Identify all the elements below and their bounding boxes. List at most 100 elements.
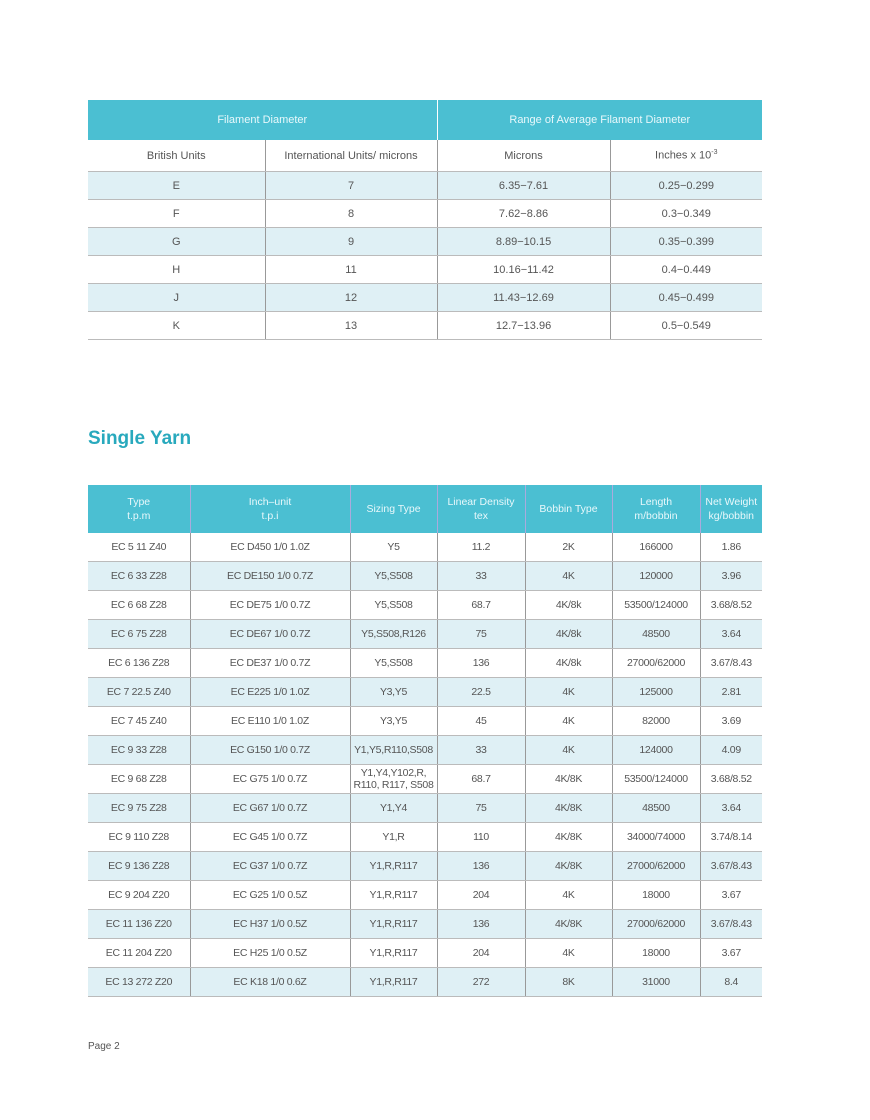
type-cell: EC 6 33 Z28 (88, 561, 191, 591)
table-row: EC 6 33 Z28 EC DE150 1/0 0.7Z Y5,S508 33 4K 1… (88, 561, 762, 591)
net-weight-cell: 3.74/8.14 (700, 822, 762, 852)
type-cell: EC 11 136 Z20 (88, 909, 191, 939)
header-british-units: British Units (88, 140, 266, 172)
net-weight-cell: 3.67 (700, 938, 762, 968)
bobbin-type-cell: 4K (525, 880, 613, 910)
table-row: EC 6 136 Z28 EC DE37 1/0 0.7Z Y5,S508 136 4K… (88, 648, 762, 678)
table-row: EC 6 68 Z28 EC DE75 1/0 0.7Z Y5,S508 68.7 4K… (88, 590, 762, 620)
microns-range-cell: 6.35−7.61 (437, 171, 611, 200)
linear-density-cell: 204 (437, 880, 526, 910)
header-linear-density: Linear Density tex (437, 485, 526, 533)
international-unit-cell: 13 (265, 311, 438, 340)
length-cell: 48500 (612, 619, 701, 649)
microns-range-cell: 8.89−10.15 (437, 227, 611, 256)
bobbin-type-cell: 2K (525, 533, 613, 562)
section-title: Single Yarn (88, 428, 192, 449)
linear-density-cell: 22.5 (437, 677, 526, 707)
length-cell: 27000/62000 (612, 851, 701, 881)
inch-unit-cell: EC DE37 1/0 0.7Z (190, 648, 351, 678)
header-length: Length m/bobbin (612, 485, 701, 533)
table-row: EC 11 136 Z20 EC H37 1/0 0.5Z Y1,R,R117 136… (88, 909, 762, 939)
length-cell: 166000 (612, 533, 701, 562)
inches-range-cell: 0.3−0.349 (610, 199, 763, 228)
inches-range-cell: 0.5−0.549 (610, 311, 763, 340)
bobbin-type-cell: 4K/8K (525, 793, 613, 823)
table-row: EC 6 75 Z28 EC DE67 1/0 0.7Z Y5,S508,R126 7… (88, 619, 762, 649)
net-weight-cell: 3.67 (700, 880, 762, 910)
header-bobbin-type: Bobbin Type (525, 485, 613, 533)
header-line: tex (473, 510, 488, 522)
linear-density-cell: 68.7 (437, 590, 526, 620)
sub-header-row: British Units International Units/ micro… (88, 140, 763, 172)
net-weight-cell: 3.68/8.52 (700, 764, 762, 794)
sizing-type-cell: Y1,Y5,R110,S508 (350, 735, 438, 765)
inch-unit-cell: EC H25 1/0 0.5Z (190, 938, 351, 968)
sizing-type-cell: Y5,S508 (350, 590, 438, 620)
type-cell: EC 9 33 Z28 (88, 735, 191, 765)
british-unit-cell: E (88, 171, 266, 200)
length-cell: 125000 (612, 677, 701, 707)
international-unit-cell: 11 (265, 255, 438, 284)
inch-unit-cell: EC G25 1/0 0.5Z (190, 880, 351, 910)
linear-density-cell: 45 (437, 706, 526, 736)
inch-unit-cell: EC D450 1/0 1.0Z (190, 533, 351, 562)
table-row: K 13 12.7−13.96 0.5−0.549 (88, 311, 763, 340)
net-weight-cell: 8.4 (700, 967, 762, 997)
table-row: EC 7 22.5 Z40 EC E225 1/0 1.0Z Y3,Y5 22.5 4K… (88, 677, 762, 707)
sizing-type-cell: Y5 (350, 533, 438, 562)
inch-unit-cell: EC H37 1/0 0.5Z (190, 909, 351, 939)
sizing-type-cell: Y1,R,R117 (350, 880, 438, 910)
net-weight-cell: 3.68/8.52 (700, 590, 762, 620)
length-cell: 18000 (612, 938, 701, 968)
length-cell: 31000 (612, 967, 701, 997)
microns-range-cell: 12.7−13.96 (437, 311, 611, 340)
linear-density-cell: 33 (437, 561, 526, 591)
sizing-type-cell: Y5,S508,R126 (350, 619, 438, 649)
international-unit-cell: 12 (265, 283, 438, 312)
header-inches: Inches x 10-3 (610, 140, 763, 172)
type-cell: EC 6 68 Z28 (88, 590, 191, 620)
linear-density-cell: 136 (437, 909, 526, 939)
inch-unit-cell: EC DE75 1/0 0.7Z (190, 590, 351, 620)
linear-density-cell: 33 (437, 735, 526, 765)
type-cell: EC 6 136 Z28 (88, 648, 191, 678)
microns-range-cell: 7.62−8.86 (437, 199, 611, 228)
type-cell: EC 7 22.5 Z40 (88, 677, 191, 707)
bobbin-type-cell: 4K/8K (525, 909, 613, 939)
inch-unit-cell: EC G67 1/0 0.7Z (190, 793, 351, 823)
microns-range-cell: 11.43−12.69 (437, 283, 611, 312)
inch-unit-cell: EC G45 1/0 0.7Z (190, 822, 351, 852)
header-line: Inch–unit (248, 496, 292, 508)
type-cell: EC 5 11 Z40 (88, 533, 191, 562)
table-row: J 12 11.43−12.69 0.45−0.499 (88, 283, 763, 312)
linear-density-cell: 68.7 (437, 764, 526, 794)
international-unit-cell: 8 (265, 199, 438, 228)
length-cell: 82000 (612, 706, 701, 736)
net-weight-cell: 3.96 (700, 561, 762, 591)
table-row: E 7 6.35−7.61 0.25−0.299 (88, 171, 763, 200)
british-unit-cell: J (88, 283, 266, 312)
inch-unit-cell: EC DE150 1/0 0.7Z (190, 561, 351, 591)
exponent: -3 (711, 149, 718, 157)
sizing-type-cell: Y3,Y5 (350, 706, 438, 736)
header-line: Bobbin Type (539, 503, 598, 515)
header-line: kg/bobbin (708, 510, 755, 522)
linear-density-cell: 272 (437, 967, 526, 997)
net-weight-cell: 3.64 (700, 793, 762, 823)
linear-density-cell: 75 (437, 793, 526, 823)
inches-range-cell: 0.35−0.399 (610, 227, 763, 256)
length-cell: 34000/74000 (612, 822, 701, 852)
length-cell: 53500/124000 (612, 590, 701, 620)
header-type: Type t.p.m (88, 485, 191, 533)
table-row: F 8 7.62−8.86 0.3−0.349 (88, 199, 763, 228)
inch-unit-cell: EC E110 1/0 1.0Z (190, 706, 351, 736)
type-cell: EC 7 45 Z40 (88, 706, 191, 736)
sizing-type-cell: Y3,Y5 (350, 677, 438, 707)
table-row: H 11 10.16−11.42 0.4−0.449 (88, 255, 763, 284)
linear-density-cell: 75 (437, 619, 526, 649)
sizing-type-cell: Y1,R,R117 (350, 967, 438, 997)
length-cell: 18000 (612, 880, 701, 910)
header-line: Net Weight (705, 496, 758, 508)
linear-density-cell: 136 (437, 648, 526, 678)
bobbin-type-cell: 4K/8K (525, 764, 613, 794)
